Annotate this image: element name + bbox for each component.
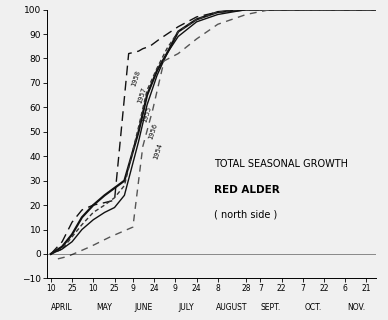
Text: SEPT.: SEPT. bbox=[261, 303, 281, 312]
Text: MAY: MAY bbox=[96, 303, 112, 312]
Text: NOV.: NOV. bbox=[347, 303, 365, 312]
Text: AUGUST: AUGUST bbox=[216, 303, 248, 312]
Text: RED ALDER: RED ALDER bbox=[213, 185, 279, 196]
Text: APRIL: APRIL bbox=[50, 303, 72, 312]
Text: ( north side ): ( north side ) bbox=[213, 210, 277, 220]
Text: OCT.: OCT. bbox=[305, 303, 322, 312]
Text: 1954: 1954 bbox=[153, 142, 164, 160]
Text: 1956: 1956 bbox=[147, 123, 158, 141]
Text: JULY: JULY bbox=[178, 303, 194, 312]
Text: 1957: 1957 bbox=[136, 86, 147, 104]
Text: JUNE: JUNE bbox=[134, 303, 152, 312]
Text: TOTAL SEASONAL GROWTH: TOTAL SEASONAL GROWTH bbox=[213, 158, 348, 169]
Text: 1955: 1955 bbox=[142, 106, 152, 124]
Text: 1958: 1958 bbox=[130, 69, 141, 87]
